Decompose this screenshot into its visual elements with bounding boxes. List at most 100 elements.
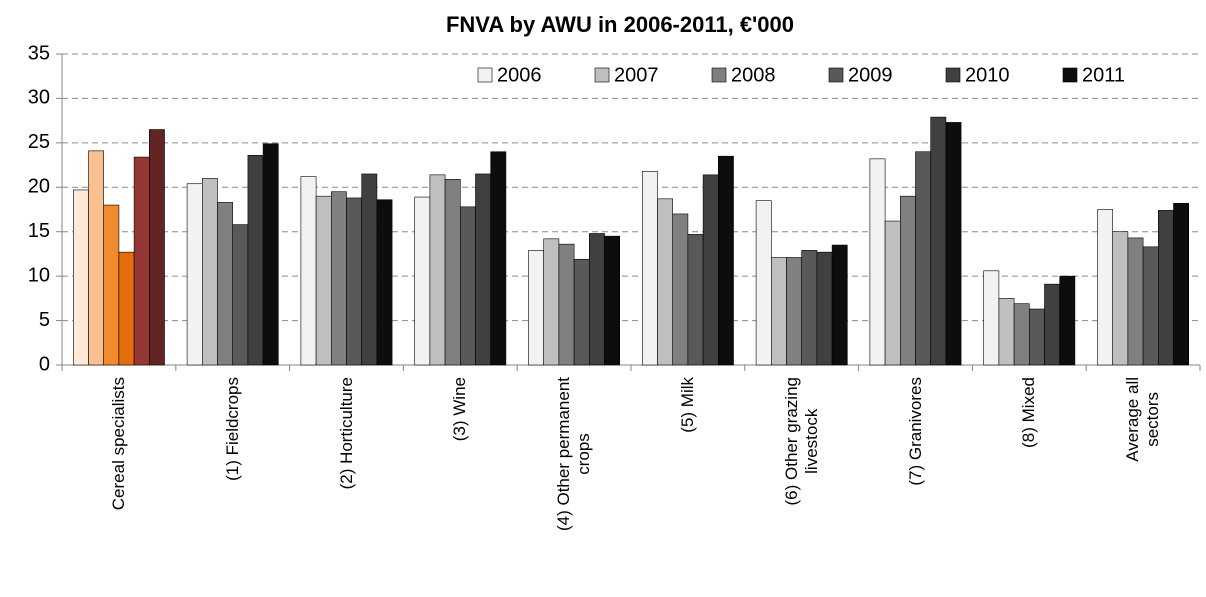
bar — [133, 156, 150, 366]
y-tick-label: 15 — [28, 220, 50, 242]
x-tick-label: (6) Other grazing livestock — [782, 377, 822, 597]
x-tick-label: (4) Other permanent crops — [554, 377, 594, 597]
bar — [1158, 210, 1174, 366]
bar — [414, 196, 431, 366]
x-tick-label: (1) Fieldcrops — [223, 377, 243, 597]
bar — [528, 250, 544, 366]
bar — [444, 178, 461, 366]
bar — [186, 183, 203, 366]
y-tick-label: 10 — [28, 264, 50, 286]
bar — [247, 154, 264, 366]
bar — [315, 195, 332, 366]
bar — [1112, 231, 1129, 366]
bar — [149, 129, 165, 366]
bar — [73, 189, 89, 366]
y-tick-label: 20 — [28, 176, 50, 198]
x-tick-label: (8) Mixed — [1019, 377, 1039, 597]
chart: FNVA by AWU in 2006-2011, €'000 0 5 10 15 20… — [28, 12, 1201, 375]
bar — [262, 143, 279, 366]
bar — [346, 197, 362, 366]
bar — [459, 206, 476, 366]
bar — [755, 200, 772, 366]
y-tick-label: 5 — [39, 309, 50, 331]
bar — [490, 151, 507, 366]
bar — [884, 220, 901, 366]
bar — [543, 238, 560, 366]
bar — [558, 243, 575, 366]
bar — [103, 204, 120, 366]
y-tick-label: 35 — [28, 42, 50, 64]
legend-label: 2008 — [731, 64, 776, 86]
bar — [361, 173, 378, 366]
legend-swatch — [711, 67, 727, 83]
x-tick-label-text: (2) Horticulture — [336, 377, 356, 490]
bar — [573, 258, 590, 366]
x-tick-label: (7) Granivores — [906, 377, 926, 597]
bar — [1059, 275, 1076, 366]
bar — [998, 298, 1015, 366]
bar — [687, 234, 704, 366]
x-tick-label-text: (6) Other grazing livestock — [781, 377, 821, 506]
legend-label: 2009 — [848, 64, 893, 86]
bar — [300, 176, 317, 366]
bar — [702, 174, 719, 366]
bar — [429, 174, 446, 366]
bar — [945, 122, 962, 366]
bar — [930, 116, 947, 366]
x-tick-label-text: (1) Fieldcrops — [222, 377, 242, 481]
y-tick-label: 0 — [39, 353, 50, 375]
legend-swatch — [1062, 67, 1078, 83]
legend-label: 2006 — [497, 64, 542, 86]
legend-label: 2007 — [614, 64, 659, 86]
bar — [330, 191, 347, 366]
x-tick-label: Average all sectors — [1123, 377, 1163, 597]
x-tick-label-text: (7) Granivores — [905, 377, 925, 486]
bar — [831, 244, 848, 366]
bar — [657, 198, 673, 366]
x-tick-label: (3) Wine — [450, 377, 470, 597]
chart-title: FNVA by AWU in 2006-2011, €'000 — [446, 12, 794, 37]
bar — [899, 195, 916, 366]
bar — [786, 257, 802, 366]
bar — [604, 235, 620, 366]
bar — [816, 251, 833, 366]
bar — [475, 173, 491, 366]
bar — [588, 233, 605, 366]
bar — [1142, 246, 1159, 366]
bar — [1097, 209, 1113, 366]
x-tick-label-text: (4) Other permanent crops — [554, 377, 594, 532]
x-tick-label-text: (3) Wine — [450, 377, 470, 442]
bar — [770, 257, 787, 366]
x-tick-label-text: (5) Milk — [677, 377, 697, 433]
bar — [1029, 308, 1045, 366]
x-tick-label: (5) Milk — [678, 377, 698, 597]
bar — [217, 202, 233, 366]
y-tick-label: 25 — [28, 131, 50, 153]
legend-label: 2010 — [965, 64, 1010, 86]
legend-label: 2011 — [1082, 64, 1125, 86]
legend-swatch — [828, 67, 844, 83]
bar — [915, 151, 931, 366]
legend-swatch — [945, 67, 961, 83]
bar — [672, 213, 689, 366]
bar — [1127, 237, 1144, 366]
bar — [717, 155, 734, 366]
x-tick-label-text: Cereal specialists — [108, 377, 128, 511]
bar — [118, 251, 135, 366]
bar — [232, 224, 249, 366]
bar — [202, 178, 218, 366]
x-tick-label-text: (8) Mixed — [1019, 377, 1039, 448]
bar — [983, 270, 1000, 366]
legend-swatch — [477, 67, 493, 83]
bar — [376, 199, 393, 366]
legend-swatch — [594, 67, 610, 83]
bar — [641, 170, 658, 366]
x-tick-label: (2) Horticulture — [337, 377, 357, 597]
y-tick-label: 30 — [28, 87, 50, 109]
bar — [869, 158, 886, 366]
x-tick-label-text: Average all sectors — [1123, 377, 1163, 462]
page: {"chart_data": {"type": "bar", "title": … — [27, 11, 1201, 532]
bar — [801, 250, 818, 366]
bar — [1013, 303, 1030, 366]
bar — [1173, 202, 1189, 366]
